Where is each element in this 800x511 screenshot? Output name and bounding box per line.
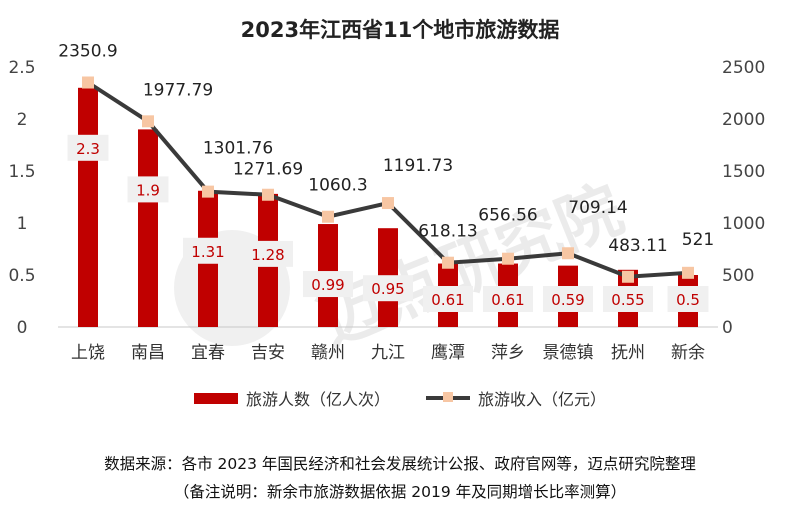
category-label: 南昌 (131, 343, 165, 363)
chart-title: 2023年江西省11个地市旅游数据 (240, 18, 560, 42)
right-tick-label: 1000 (722, 214, 765, 234)
line-marker (142, 115, 154, 128)
line-value-label: 1977.79 (143, 80, 213, 100)
bar-label-bg (127, 176, 169, 203)
line-marker (622, 270, 634, 283)
bar-value-label: 0.59 (551, 291, 584, 309)
bar-value-label: 1.31 (191, 243, 224, 261)
bar-label-bg (67, 134, 109, 161)
line-value-label: 618.13 (418, 222, 477, 242)
legend-item-revenue: 旅游收入（亿元） (426, 386, 606, 410)
bar-value-label: 0.61 (491, 291, 524, 309)
bar-label-bg (243, 240, 293, 267)
line-marker (562, 247, 574, 260)
category-label: 赣州 (311, 343, 345, 363)
legend-swatch-bar (193, 392, 238, 404)
bar-label-bg (303, 271, 353, 298)
bar-label-bg (667, 286, 709, 312)
line-marker (442, 256, 454, 269)
legend-label: 旅游人数（亿人次） (245, 390, 390, 409)
category-label: 九江 (371, 343, 405, 363)
bar (138, 129, 158, 327)
line-value-label: 2350.9 (58, 42, 117, 62)
legend-swatch-line (426, 392, 470, 402)
line-value-label: 521 (682, 230, 714, 250)
bar-value-label: 1.9 (136, 181, 160, 199)
right-tick-label: 2500 (722, 58, 765, 78)
category-label: 上饶 (71, 343, 105, 363)
line-marker (502, 252, 514, 265)
line-value-label: 656.56 (478, 206, 537, 226)
bar-label-bg (543, 286, 593, 312)
footer-source: 数据来源：各市 2023 年国民经济和社会发展统计公报、政府官网等，迈点研究院整… (104, 455, 696, 473)
bar-label-bg (183, 237, 233, 264)
left-tick-label: 0 (17, 318, 28, 338)
bar-label-bg (603, 286, 653, 312)
line-marker (82, 76, 94, 89)
legend-item-visitors: 旅游人数（亿人次） (193, 386, 390, 410)
bar-value-label: 0.95 (371, 280, 404, 298)
line-value-label: 1271.69 (233, 160, 303, 180)
category-label: 宜春 (191, 343, 225, 363)
category-label: 新余 (671, 343, 705, 363)
line-value-label: 1301.76 (203, 139, 273, 159)
left-tick-label: 2.5 (8, 58, 35, 78)
bar-value-label: 0.55 (611, 291, 644, 309)
bar-value-label: 0.5 (676, 291, 700, 309)
category-label: 抚州 (611, 343, 645, 363)
line-value-label: 483.11 (608, 236, 667, 256)
legend: 旅游人数（亿人次） 旅游收入（亿元） (0, 386, 800, 410)
category-label: 景德镇 (543, 343, 594, 363)
chart-plot: 迈点研究院00.511.522.505001000150020002500上饶南… (8, 42, 765, 363)
line-marker (682, 266, 694, 279)
right-tick-label: 500 (722, 266, 754, 286)
line-value-label: 709.14 (568, 198, 627, 218)
bar-value-label: 2.3 (76, 140, 100, 158)
category-label: 吉安 (251, 343, 285, 363)
footer-note: （备注说明：新余市旅游数据依据 2019 年及同期增长比率测算） (173, 483, 627, 501)
bar-label-bg (363, 275, 413, 302)
bar-value-label: 1.28 (251, 246, 284, 264)
category-label: 鹰潭 (431, 343, 465, 363)
bar (78, 87, 98, 327)
legend-label: 旅游收入（亿元） (478, 390, 607, 409)
bar-value-label: 0.61 (431, 291, 464, 309)
right-tick-label: 0 (722, 318, 733, 338)
right-tick-label: 1500 (722, 162, 765, 182)
line-marker (382, 197, 394, 210)
bar-value-label: 0.99 (311, 276, 344, 294)
line-value-label: 1060.3 (308, 176, 367, 196)
left-tick-label: 1 (17, 214, 28, 234)
line-marker (202, 185, 214, 198)
left-tick-label: 2 (17, 110, 28, 130)
left-tick-label: 1.5 (8, 162, 35, 182)
line-marker (322, 210, 334, 223)
right-tick-label: 2000 (722, 110, 765, 130)
category-label: 萍乡 (491, 343, 525, 363)
line-marker (262, 188, 274, 201)
left-tick-label: 0.5 (8, 266, 35, 286)
bar-label-bg (483, 286, 533, 312)
line-value-label: 1191.73 (383, 156, 453, 176)
bar-label-bg (423, 286, 473, 312)
